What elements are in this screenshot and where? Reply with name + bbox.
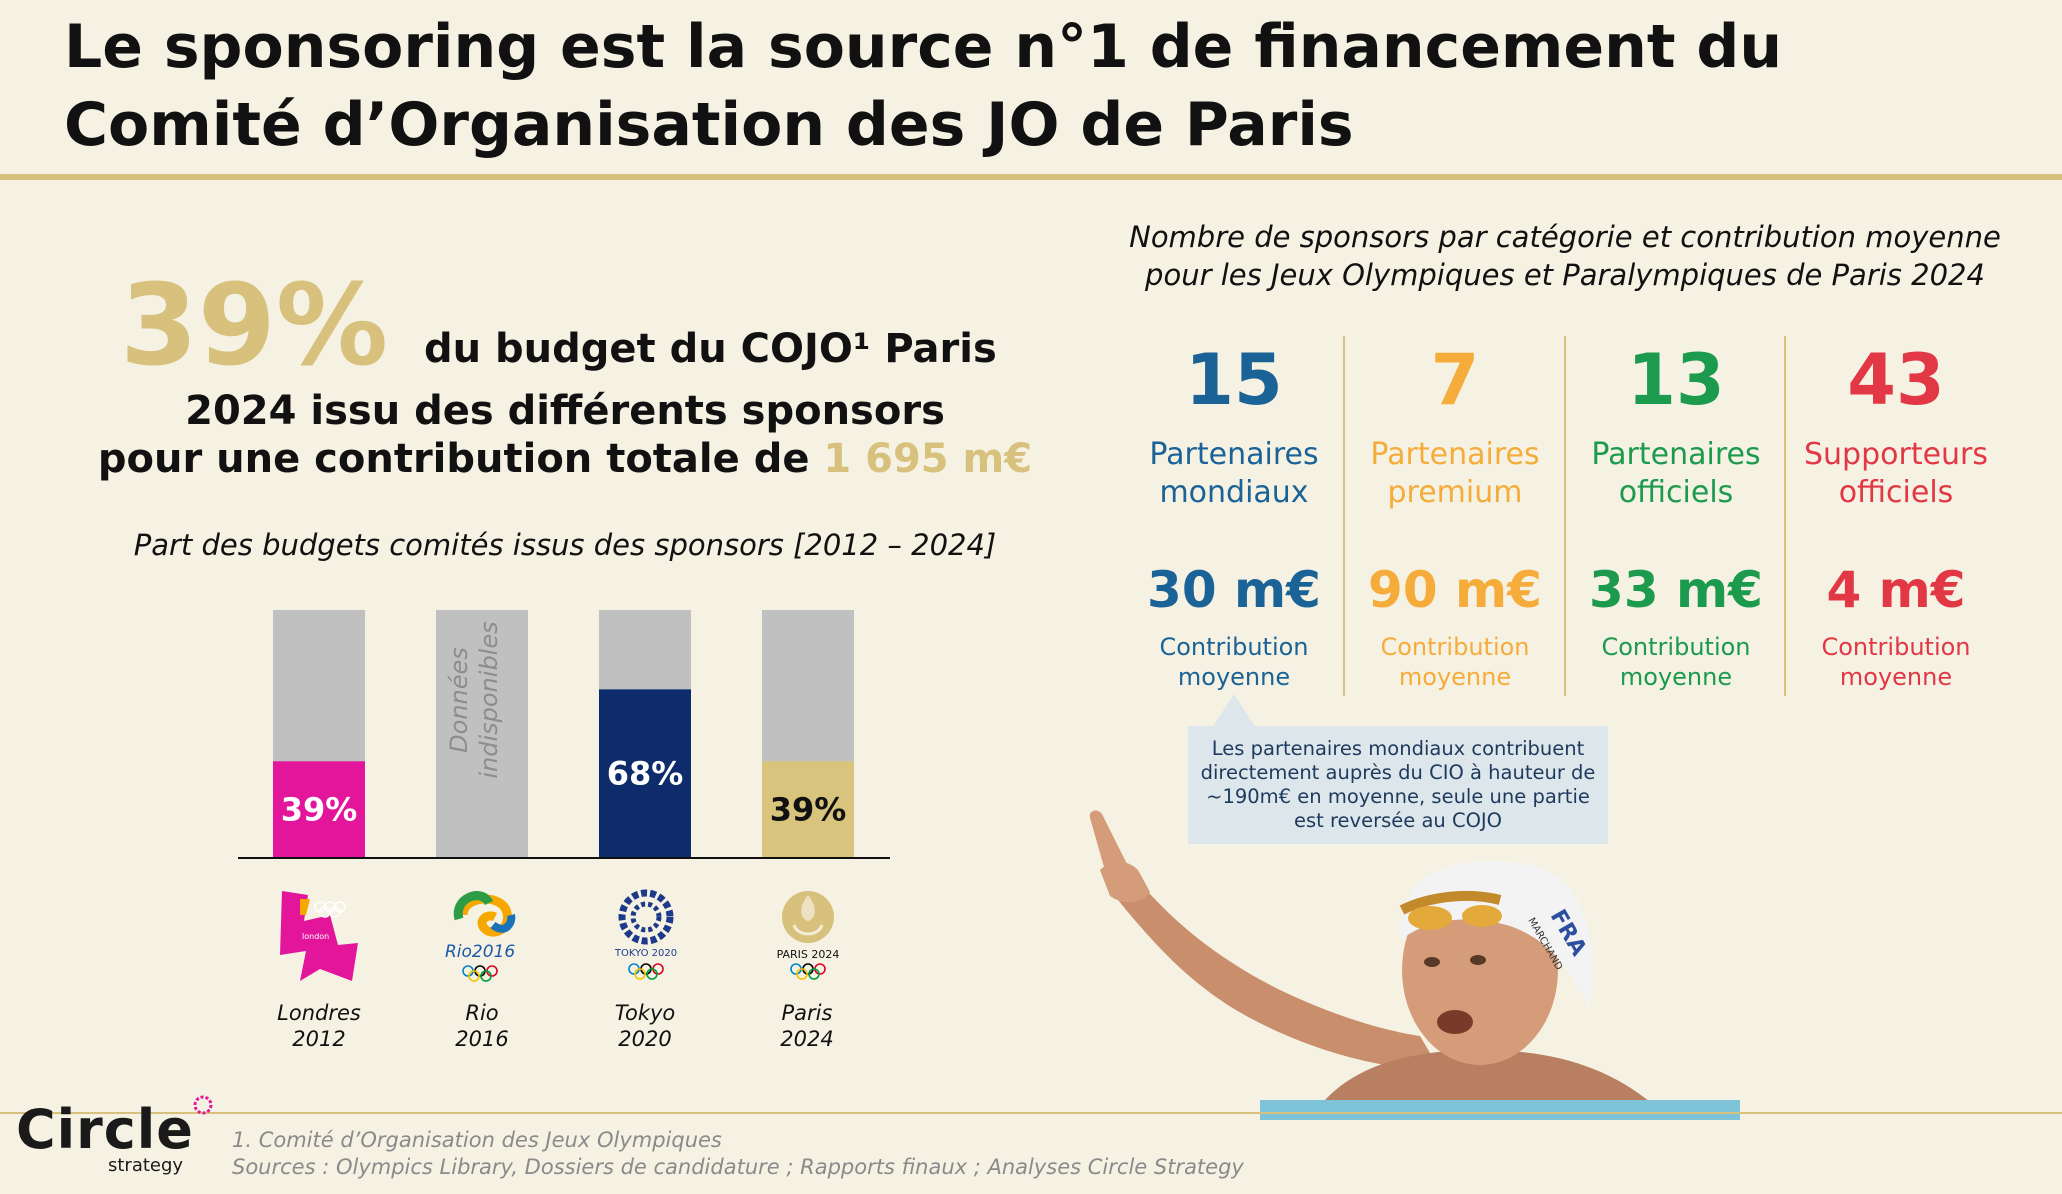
bar	[273, 761, 365, 858]
category-label-paris: Paris 2024	[727, 1000, 887, 1052]
kpi-total-amount: 1 695 m€	[823, 436, 1033, 482]
sub-line-1: Contribution	[1159, 633, 1309, 661]
sub-line-2: moyenne	[1619, 663, 1733, 691]
sub-line-1: Contribution	[1380, 633, 1530, 661]
category-line-1: Partenaires	[1370, 437, 1540, 472]
rio-2016-logo: Rio2016	[445, 891, 515, 982]
kpi-line-3: pour une contribution totale de 1 695 m€	[0, 436, 1130, 482]
category-line-1: Partenaires	[1591, 437, 1761, 472]
sponsor-sub: Contribution moyenne	[1345, 632, 1565, 692]
sponsor-count: 7	[1430, 339, 1480, 421]
tokyo-2020-logo: TOKYO 2020	[614, 889, 677, 980]
category-year: 2024	[780, 1027, 834, 1051]
london-2012-logo: london	[280, 891, 358, 981]
sub-line-1: Contribution	[1821, 633, 1971, 661]
bar	[762, 761, 854, 858]
category-line-1: Partenaires	[1149, 437, 1319, 472]
category-city: Londres	[277, 1001, 361, 1025]
data-label: 39%	[281, 791, 358, 829]
sub-line-2: moyenne	[1398, 663, 1512, 691]
footer-divider	[0, 1112, 2062, 1114]
title-divider	[0, 174, 2062, 180]
category-line-1: Supporteurs	[1803, 437, 1989, 472]
swimmer-photo: FRA MARCHAND	[1089, 810, 1740, 1120]
sponsor-category: Partenaires premium	[1345, 436, 1565, 512]
category-line-2: premium	[1387, 475, 1523, 510]
callout-note: Les partenaires mondiaux contribuent dir…	[1188, 726, 1608, 844]
category-city: Paris	[781, 1001, 833, 1025]
sponsor-amount: 33 m€	[1589, 561, 1763, 619]
callout-pointer	[1212, 694, 1256, 728]
sponsor-category: Supporteurs officiels	[1786, 436, 2006, 512]
category-city: Tokyo	[614, 1001, 676, 1025]
kpi-line-1: du budget du COJO¹ Paris	[424, 326, 997, 372]
sponsor-amount: 30 m€	[1147, 561, 1321, 619]
sponsor-sub: Contribution moyenne	[1786, 632, 2006, 692]
title-line-1: Le sponsoring est la source n°1 de finan…	[64, 12, 1783, 82]
sponsor-amount: 90 m€	[1368, 561, 1542, 619]
brand-logo: Circle	[16, 1098, 194, 1161]
unavailable-label: Données	[445, 647, 473, 753]
sponsor-column-mondiaux: 15 Partenaires mondiaux 30 m€ Contributio…	[1124, 330, 1344, 692]
page-title: Le sponsoring est la source n°1 de finan…	[64, 8, 1964, 164]
tokyo-logo-text: TOKYO 2020	[614, 948, 677, 959]
sub-line-2: moyenne	[1177, 663, 1291, 691]
brand-dot-icon	[193, 1095, 213, 1115]
sponsors-title-line-2: pour les Jeux Olympiques et Paralympique…	[1145, 258, 1985, 292]
column-divider	[1564, 336, 1566, 696]
data-label: 68%	[607, 755, 684, 793]
category-year: 2012	[292, 1027, 346, 1051]
category-label-tokyo: Tokyo 2020	[565, 1000, 725, 1052]
footnote: 1. Comité d’Organisation des Jeux Olympi…	[232, 1128, 722, 1152]
category-city: Rio	[465, 1001, 499, 1025]
sponsor-column-supporteurs: 43 Supporteurs officiels 4 m€ Contributio…	[1786, 330, 2006, 692]
bar-background	[436, 610, 528, 858]
sub-line-1: Contribution	[1601, 633, 1751, 661]
kpi-percent: 39%	[120, 261, 389, 391]
column-divider	[1343, 336, 1345, 696]
category-line-2: officiels	[1838, 475, 1954, 510]
category-year: 2016	[455, 1027, 509, 1051]
kpi-line-3-prefix: pour une contribution totale de	[97, 436, 824, 482]
kpi-line-2: 2024 issu des différents sponsors	[185, 388, 945, 434]
sponsor-amount: 4 m€	[1826, 561, 1966, 619]
column-divider	[1784, 336, 1786, 696]
sponsor-count: 13	[1627, 339, 1725, 421]
category-year: 2020	[618, 1027, 672, 1051]
chart-title: Part des budgets comités issus des spons…	[133, 528, 997, 562]
brand-subtitle: strategy	[108, 1155, 184, 1176]
sponsor-column-officiels: 13 Partenaires officiels 33 m€ Contributi…	[1566, 330, 1786, 692]
title-line-2: Comité d’Organisation des JO de Paris	[64, 90, 1354, 160]
sponsor-share-bar-chart: 39% Données indisponibles 68% 39%	[238, 610, 890, 859]
data-label: 39%	[770, 791, 847, 829]
paris-logo-text: PARIS 2024	[777, 948, 840, 961]
sponsor-sub: Contribution moyenne	[1566, 632, 1786, 692]
sponsor-category: Partenaires mondiaux	[1124, 436, 1344, 512]
bar	[599, 689, 691, 858]
sponsor-count: 43	[1847, 339, 1945, 421]
sponsor-sub: Contribution moyenne	[1124, 632, 1344, 692]
sponsors-title: Nombre de sponsors par catégorie et cont…	[1060, 218, 2062, 294]
category-line-2: officiels	[1618, 475, 1734, 510]
category-label-rio: Rio 2016	[402, 1000, 562, 1052]
sponsor-count: 15	[1185, 339, 1283, 421]
sources-note: Sources : Olympics Library, Dossiers de …	[232, 1155, 1244, 1179]
rio-logo-text: Rio2016	[445, 942, 515, 962]
sponsor-category: Partenaires officiels	[1566, 436, 1786, 512]
sponsors-title-line-1: Nombre de sponsors par catégorie et cont…	[1129, 220, 2001, 254]
unavailable-label: indisponibles	[475, 621, 503, 778]
london-logo-text: london	[302, 932, 329, 941]
category-label-london: Londres 2012	[239, 1000, 399, 1052]
sponsor-column-premium: 7 Partenaires premium 90 m€ Contribution m…	[1345, 330, 1565, 692]
paris-2024-logo: PARIS 2024	[777, 891, 840, 980]
sub-line-2: moyenne	[1839, 663, 1953, 691]
category-line-2: mondiaux	[1159, 475, 1309, 510]
